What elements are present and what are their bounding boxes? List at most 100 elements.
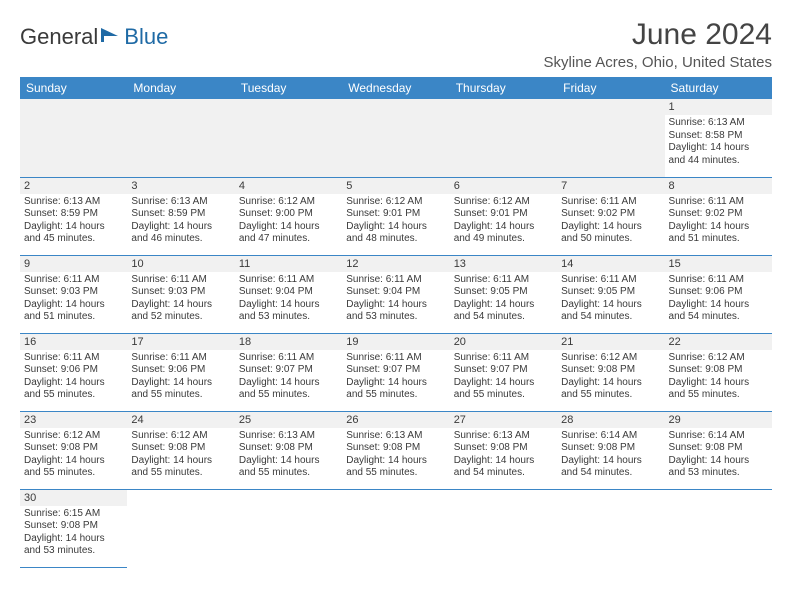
day-number: 17 (127, 334, 234, 350)
sunrise-line: Sunrise: 6:11 AM (24, 352, 123, 365)
daylight-line: Daylight: 14 hours and 55 minutes. (24, 377, 123, 402)
sunrise-line: Sunrise: 6:11 AM (131, 352, 230, 365)
sunrise-line: Sunrise: 6:11 AM (24, 274, 123, 287)
daylight-line: Daylight: 14 hours and 55 minutes. (131, 455, 230, 480)
sunset-line: Sunset: 9:08 PM (131, 442, 230, 455)
day-details: Sunrise: 6:12 AMSunset: 9:08 PMDaylight:… (127, 428, 234, 484)
calendar-row: 16Sunrise: 6:11 AMSunset: 9:06 PMDayligh… (20, 333, 772, 411)
day-cell-11: 11Sunrise: 6:11 AMSunset: 9:04 PMDayligh… (235, 255, 342, 333)
sunrise-line: Sunrise: 6:12 AM (346, 196, 445, 209)
sunrise-line: Sunrise: 6:11 AM (561, 196, 660, 209)
sunset-line: Sunset: 9:02 PM (669, 208, 768, 221)
daylight-line: Daylight: 14 hours and 55 minutes. (561, 377, 660, 402)
weekday-header-row: SundayMondayTuesdayWednesdayThursdayFrid… (20, 77, 772, 99)
day-number: 23 (20, 412, 127, 428)
empty-cell (450, 489, 557, 567)
sunset-line: Sunset: 9:06 PM (24, 364, 123, 377)
daylight-line: Daylight: 14 hours and 53 minutes. (24, 533, 123, 558)
day-cell-10: 10Sunrise: 6:11 AMSunset: 9:03 PMDayligh… (127, 255, 234, 333)
day-cell-23: 23Sunrise: 6:12 AMSunset: 9:08 PMDayligh… (20, 411, 127, 489)
day-details: Sunrise: 6:11 AMSunset: 9:02 PMDaylight:… (665, 194, 772, 250)
day-number: 29 (665, 412, 772, 428)
daylight-line: Daylight: 14 hours and 47 minutes. (239, 221, 338, 246)
sunset-line: Sunset: 9:04 PM (239, 286, 338, 299)
brand-logo: General Blue (20, 18, 168, 50)
weekday-tuesday: Tuesday (235, 77, 342, 99)
day-details: Sunrise: 6:12 AMSunset: 9:00 PMDaylight:… (235, 194, 342, 250)
sunrise-line: Sunrise: 6:13 AM (24, 196, 123, 209)
calendar-table: SundayMondayTuesdayWednesdayThursdayFrid… (20, 77, 772, 568)
sunrise-line: Sunrise: 6:11 AM (561, 274, 660, 287)
calendar-row: 2Sunrise: 6:13 AMSunset: 8:59 PMDaylight… (20, 177, 772, 255)
day-details: Sunrise: 6:13 AMSunset: 9:08 PMDaylight:… (342, 428, 449, 484)
day-details: Sunrise: 6:12 AMSunset: 9:01 PMDaylight:… (342, 194, 449, 250)
day-number: 21 (557, 334, 664, 350)
calendar-row: 1Sunrise: 6:13 AMSunset: 8:58 PMDaylight… (20, 99, 772, 177)
weekday-saturday: Saturday (665, 77, 772, 99)
daylight-line: Daylight: 14 hours and 53 minutes. (669, 455, 768, 480)
sunrise-line: Sunrise: 6:14 AM (561, 430, 660, 443)
calendar-row: 9Sunrise: 6:11 AMSunset: 9:03 PMDaylight… (20, 255, 772, 333)
day-number: 3 (127, 178, 234, 194)
day-number: 28 (557, 412, 664, 428)
sunrise-line: Sunrise: 6:13 AM (454, 430, 553, 443)
day-cell-13: 13Sunrise: 6:11 AMSunset: 9:05 PMDayligh… (450, 255, 557, 333)
sunset-line: Sunset: 9:03 PM (24, 286, 123, 299)
day-details: Sunrise: 6:15 AMSunset: 9:08 PMDaylight:… (20, 506, 127, 562)
sunset-line: Sunset: 9:01 PM (346, 208, 445, 221)
sunset-line: Sunset: 8:59 PM (131, 208, 230, 221)
daylight-line: Daylight: 14 hours and 55 minutes. (346, 377, 445, 402)
day-cell-27: 27Sunrise: 6:13 AMSunset: 9:08 PMDayligh… (450, 411, 557, 489)
day-details: Sunrise: 6:13 AMSunset: 8:59 PMDaylight:… (127, 194, 234, 250)
sunrise-line: Sunrise: 6:11 AM (669, 274, 768, 287)
daylight-line: Daylight: 14 hours and 54 minutes. (454, 455, 553, 480)
sunrise-line: Sunrise: 6:12 AM (131, 430, 230, 443)
day-details: Sunrise: 6:11 AMSunset: 9:02 PMDaylight:… (557, 194, 664, 250)
empty-cell (127, 489, 234, 567)
sunset-line: Sunset: 9:07 PM (239, 364, 338, 377)
day-number: 10 (127, 256, 234, 272)
day-cell-16: 16Sunrise: 6:11 AMSunset: 9:06 PMDayligh… (20, 333, 127, 411)
month-title: June 2024 (544, 18, 772, 52)
calendar-row: 30Sunrise: 6:15 AMSunset: 9:08 PMDayligh… (20, 489, 772, 567)
sunrise-line: Sunrise: 6:13 AM (669, 117, 768, 130)
sunset-line: Sunset: 9:03 PM (131, 286, 230, 299)
sunset-line: Sunset: 9:00 PM (239, 208, 338, 221)
brand-text-1: General (20, 24, 98, 50)
daylight-line: Daylight: 14 hours and 48 minutes. (346, 221, 445, 246)
empty-cell (342, 99, 449, 177)
daylight-line: Daylight: 14 hours and 55 minutes. (24, 455, 123, 480)
day-details: Sunrise: 6:12 AMSunset: 9:08 PMDaylight:… (665, 350, 772, 406)
day-details: Sunrise: 6:13 AMSunset: 8:59 PMDaylight:… (20, 194, 127, 250)
empty-cell (665, 489, 772, 567)
day-number: 13 (450, 256, 557, 272)
day-number: 30 (20, 490, 127, 506)
day-details: Sunrise: 6:11 AMSunset: 9:04 PMDaylight:… (342, 272, 449, 328)
day-details: Sunrise: 6:11 AMSunset: 9:03 PMDaylight:… (127, 272, 234, 328)
day-cell-4: 4Sunrise: 6:12 AMSunset: 9:00 PMDaylight… (235, 177, 342, 255)
calendar-row: 23Sunrise: 6:12 AMSunset: 9:08 PMDayligh… (20, 411, 772, 489)
day-details: Sunrise: 6:11 AMSunset: 9:07 PMDaylight:… (235, 350, 342, 406)
empty-cell (127, 99, 234, 177)
daylight-line: Daylight: 14 hours and 54 minutes. (561, 299, 660, 324)
day-number: 12 (342, 256, 449, 272)
day-number: 14 (557, 256, 664, 272)
day-number: 4 (235, 178, 342, 194)
sunset-line: Sunset: 9:01 PM (454, 208, 553, 221)
day-number: 15 (665, 256, 772, 272)
sunset-line: Sunset: 8:59 PM (24, 208, 123, 221)
day-cell-6: 6Sunrise: 6:12 AMSunset: 9:01 PMDaylight… (450, 177, 557, 255)
daylight-line: Daylight: 14 hours and 54 minutes. (561, 455, 660, 480)
day-details: Sunrise: 6:12 AMSunset: 9:08 PMDaylight:… (557, 350, 664, 406)
day-details: Sunrise: 6:11 AMSunset: 9:04 PMDaylight:… (235, 272, 342, 328)
flag-icon (100, 24, 122, 50)
day-number: 2 (20, 178, 127, 194)
weekday-sunday: Sunday (20, 77, 127, 99)
sunset-line: Sunset: 9:08 PM (561, 442, 660, 455)
empty-cell (342, 489, 449, 567)
sunrise-line: Sunrise: 6:11 AM (346, 352, 445, 365)
day-number: 20 (450, 334, 557, 350)
day-details: Sunrise: 6:12 AMSunset: 9:08 PMDaylight:… (20, 428, 127, 484)
day-cell-7: 7Sunrise: 6:11 AMSunset: 9:02 PMDaylight… (557, 177, 664, 255)
day-number: 18 (235, 334, 342, 350)
